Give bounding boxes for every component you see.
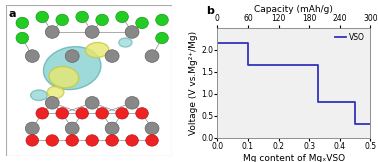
- Ellipse shape: [31, 90, 47, 101]
- Circle shape: [25, 122, 39, 135]
- Circle shape: [116, 11, 129, 23]
- Y-axis label: Voltage (V vs.Mg²⁺/Mg): Voltage (V vs.Mg²⁺/Mg): [189, 31, 198, 135]
- Circle shape: [126, 135, 138, 146]
- Circle shape: [116, 108, 129, 119]
- Circle shape: [136, 17, 149, 29]
- Circle shape: [16, 32, 29, 44]
- Ellipse shape: [43, 47, 101, 90]
- Circle shape: [156, 14, 168, 26]
- Text: b: b: [206, 6, 214, 17]
- Circle shape: [65, 122, 79, 135]
- Circle shape: [156, 32, 168, 44]
- Circle shape: [65, 50, 79, 62]
- X-axis label: Mg content of MgₓVSO: Mg content of MgₓVSO: [243, 154, 345, 162]
- Circle shape: [66, 135, 79, 146]
- Ellipse shape: [85, 42, 109, 58]
- Circle shape: [85, 26, 99, 38]
- Circle shape: [86, 135, 99, 146]
- Circle shape: [26, 135, 39, 146]
- Circle shape: [145, 122, 159, 135]
- Circle shape: [146, 135, 158, 146]
- Circle shape: [56, 14, 68, 26]
- Circle shape: [76, 108, 88, 119]
- Circle shape: [96, 14, 108, 26]
- Circle shape: [136, 108, 149, 119]
- Circle shape: [106, 135, 118, 146]
- Circle shape: [45, 96, 59, 109]
- Circle shape: [45, 26, 59, 38]
- Ellipse shape: [47, 86, 64, 98]
- Circle shape: [56, 108, 68, 119]
- Circle shape: [16, 17, 29, 29]
- Circle shape: [36, 108, 49, 119]
- Circle shape: [46, 135, 59, 146]
- Circle shape: [125, 96, 139, 109]
- Circle shape: [96, 108, 108, 119]
- Circle shape: [36, 11, 49, 23]
- Circle shape: [105, 50, 119, 62]
- Ellipse shape: [119, 38, 132, 47]
- Circle shape: [76, 11, 88, 23]
- Text: a: a: [9, 9, 17, 19]
- Circle shape: [85, 96, 99, 109]
- Ellipse shape: [49, 67, 79, 88]
- Circle shape: [145, 50, 159, 62]
- Circle shape: [125, 26, 139, 38]
- X-axis label: Capacity (mAh/g): Capacity (mAh/g): [254, 5, 333, 14]
- Circle shape: [105, 122, 119, 135]
- Circle shape: [25, 50, 39, 62]
- Legend: VSO: VSO: [333, 31, 367, 43]
